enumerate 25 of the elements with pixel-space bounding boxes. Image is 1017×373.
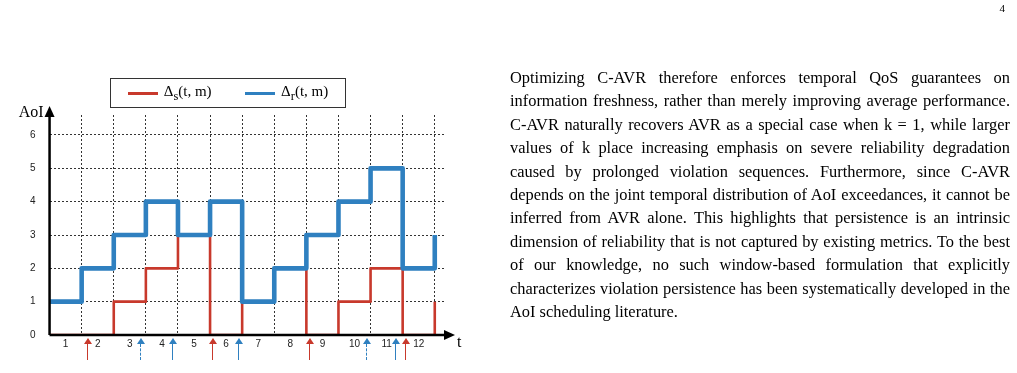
x-tick-label: 1 bbox=[62, 337, 69, 349]
legend-label: Δ$_{s}$(t, m) bbox=[163, 82, 212, 104]
y-tick-label: 4 bbox=[30, 195, 36, 207]
x-tick-label: 7 bbox=[255, 337, 262, 349]
x-tick-label: 4 bbox=[159, 337, 166, 349]
y-tick-label: 1 bbox=[30, 295, 36, 307]
x-axis-title: t bbox=[457, 333, 462, 350]
y-tick-label: 0 bbox=[30, 328, 36, 340]
x-tick-label: 3 bbox=[127, 337, 134, 349]
x-tick-label: 2 bbox=[94, 337, 101, 349]
x-tick-label: 8 bbox=[287, 337, 294, 349]
text: 4 bbox=[999, 2, 1005, 14]
text: Optimizing C-AVR therefore enforces temporal QoS guarantees on information freshness, rather than merely improving average performance. C-AVR naturally recovers AVR as a special case when k = 1, while larger values of k place increasing emphasis on severe reliability degradation caused by prolonged violation sequences. Furthermore, since C-AVR depends on the joint temporal distribution of AoI exceedances, it cannot be inferred from AVR alone. This highlights that persistence is an intrinsic dimension of reliability that is not captured by existing metrics. To the best of our knowledge, no such window-based formulation that explicitly characterizes violation persistence has been systematically developed in the AoI scheduling literature. bbox=[510, 68, 1010, 322]
y-tick-label: 2 bbox=[30, 262, 36, 274]
y-tick-label: 6 bbox=[30, 128, 36, 140]
legend-label: Δ$_{r}$(t, m) bbox=[281, 82, 329, 104]
x-tick-label: 9 bbox=[319, 337, 326, 349]
x-tick-label: 6 bbox=[223, 337, 230, 349]
y-tick-label: 5 bbox=[30, 162, 36, 174]
x-tick-label: 10 bbox=[348, 337, 361, 349]
x-tick-label: 12 bbox=[413, 337, 425, 349]
x-tick-label: 5 bbox=[191, 337, 198, 349]
x-tick-label: 11 bbox=[381, 337, 393, 349]
y-axis-title: AoI bbox=[18, 103, 44, 120]
y-tick-label: 3 bbox=[30, 228, 36, 240]
